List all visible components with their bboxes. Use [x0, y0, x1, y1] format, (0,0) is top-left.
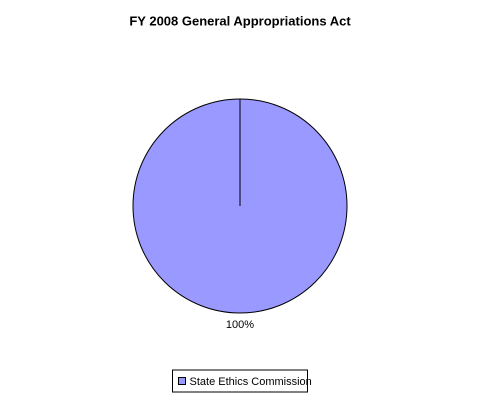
legend-label: State Ethics Commission [190, 376, 312, 388]
data-label: 100% [226, 319, 254, 331]
chart-title: FY 2008 General Appropriations Act [129, 13, 351, 28]
legend-swatch [178, 377, 186, 385]
legend-box [172, 369, 308, 393]
